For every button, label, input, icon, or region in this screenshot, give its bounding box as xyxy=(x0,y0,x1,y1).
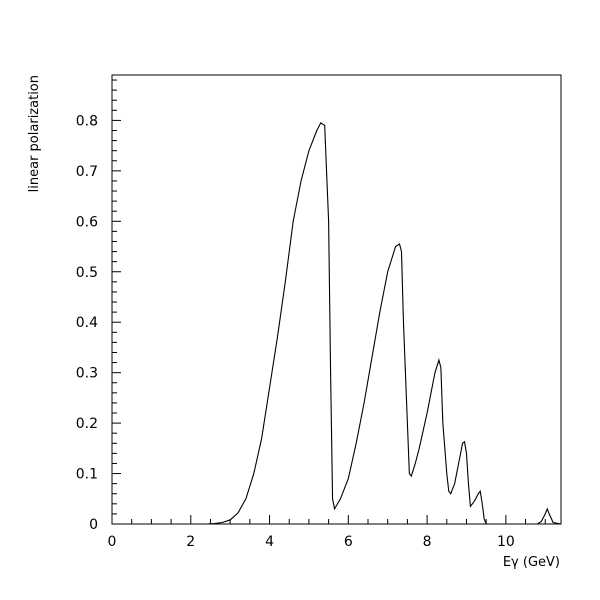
x-axis-title: Eγ (GeV) xyxy=(503,555,560,570)
x-tick-label: 10 xyxy=(497,534,515,550)
y-tick-label: 0.2 xyxy=(76,416,98,432)
x-tick-labels: 0 2 4 6 8 10 xyxy=(108,534,515,550)
x-tick-label: 4 xyxy=(265,534,274,550)
y-tick-label: 0.3 xyxy=(76,366,98,382)
y-tick-label: 0.8 xyxy=(76,113,98,129)
x-tick-label: 6 xyxy=(344,534,353,550)
x-tick-label: 8 xyxy=(423,534,432,550)
y-tick-labels: 0 0.1 0.2 0.3 0.4 0.5 0.6 0.7 0.8 xyxy=(76,113,98,533)
x-tick-label: 2 xyxy=(186,534,195,550)
y-ticks xyxy=(112,79,121,525)
y-axis-title: linear polarization xyxy=(27,75,42,192)
y-tick-label: 0.5 xyxy=(76,265,98,281)
y-tick-label: 0 xyxy=(89,517,98,533)
y-tick-label: 0.6 xyxy=(76,214,98,230)
series-line xyxy=(206,122,562,525)
x-tick-label: 0 xyxy=(108,534,117,550)
y-tick-label: 0.4 xyxy=(76,315,98,331)
y-tick-label: 0.7 xyxy=(76,164,98,180)
plot-frame xyxy=(111,74,562,525)
x-ticks xyxy=(111,515,546,524)
y-tick-label: 0.1 xyxy=(76,467,98,483)
